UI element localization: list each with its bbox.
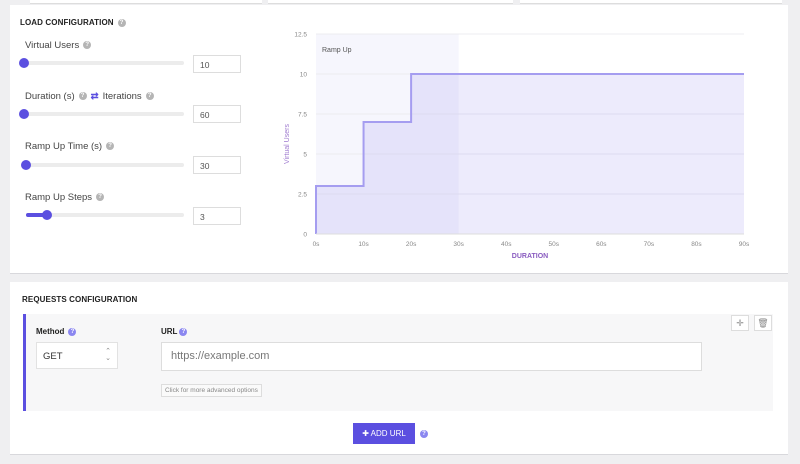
slider-thumb[interactable] bbox=[21, 160, 31, 170]
help-icon[interactable]: ? bbox=[145, 92, 154, 101]
ramp-up-time-label: Ramp Up Time (s)? bbox=[25, 141, 115, 152]
y-tick-label: 5 bbox=[303, 152, 307, 159]
series-area bbox=[316, 74, 744, 234]
requests-configuration-card: REQUESTS CONFIGURATION Method? GET ⌃ ⌄ URL… bbox=[10, 282, 788, 455]
tab-stub bbox=[520, 0, 782, 4]
swap-icon[interactable]: ⇄ bbox=[90, 91, 99, 102]
chevron-updown-icon: ⌃ ⌄ bbox=[105, 348, 111, 362]
button-label: ADD URL bbox=[370, 429, 406, 438]
x-tick-label: 90s bbox=[739, 241, 750, 248]
y-tick-label: 7.5 bbox=[298, 112, 307, 119]
label-text: Ramp Up Steps bbox=[25, 192, 93, 203]
help-icon[interactable]: ? bbox=[78, 92, 87, 101]
load-configuration-card: LOAD CONFIGURATION? Virtual Users? 10 Du… bbox=[10, 5, 788, 274]
slider-fill bbox=[26, 213, 47, 217]
y-tick-label: 10 bbox=[300, 72, 308, 79]
duration-input[interactable]: 60 bbox=[193, 105, 241, 123]
virtual-users-label: Virtual Users? bbox=[25, 40, 92, 51]
help-icon[interactable]: ? bbox=[179, 327, 188, 336]
ramp-up-time-slider[interactable] bbox=[21, 160, 184, 170]
x-tick-label: 80s bbox=[691, 241, 702, 248]
ramp-up-steps-input[interactable]: 3 bbox=[193, 207, 241, 225]
move-icon[interactable]: ✛ bbox=[731, 315, 749, 331]
section-title: REQUESTS CONFIGURATION bbox=[22, 295, 138, 304]
help-icon[interactable]: ? bbox=[117, 18, 126, 27]
ramp-up-steps-label: Ramp Up Steps? bbox=[25, 192, 105, 203]
plus-icon: ✚ bbox=[362, 429, 371, 438]
method-select[interactable]: GET ⌃ ⌄ bbox=[36, 342, 118, 369]
section-title: LOAD CONFIGURATION? bbox=[20, 18, 126, 27]
label-text: URL bbox=[161, 327, 178, 336]
ramp-chart: Ramp Up 0 2.5 5 7.5 10 12.5 0s 10s 20s 30s 40s 50s 60… bbox=[284, 32, 750, 261]
add-url-button[interactable]: ✚ ADD URL bbox=[353, 423, 415, 444]
url-input[interactable]: https://example.com bbox=[161, 342, 702, 371]
help-icon[interactable]: ? bbox=[83, 41, 92, 50]
label-text: Method bbox=[36, 327, 65, 336]
x-tick-label: 50s bbox=[549, 241, 560, 248]
ramp-up-region bbox=[316, 34, 459, 234]
x-tick-label: 0s bbox=[313, 241, 321, 248]
y-tick-label: 0 bbox=[303, 232, 307, 239]
slider-thumb[interactable] bbox=[19, 109, 29, 119]
tab-stub bbox=[30, 0, 262, 4]
label-text: Virtual Users bbox=[25, 40, 80, 51]
help-icon[interactable]: ? bbox=[68, 327, 77, 336]
duration-slider[interactable] bbox=[19, 109, 184, 119]
ramp-up-steps-slider[interactable] bbox=[26, 210, 184, 220]
x-axis-label: DURATION bbox=[512, 253, 548, 260]
tab-stub bbox=[268, 0, 513, 4]
ramp-up-time-input[interactable]: 30 bbox=[193, 156, 241, 174]
method-label: Method? bbox=[36, 327, 77, 336]
y-tick-label: 2.5 bbox=[298, 192, 307, 199]
method-value: GET bbox=[43, 351, 63, 362]
slider-thumb[interactable] bbox=[42, 210, 52, 220]
help-icon[interactable]: ? bbox=[96, 193, 105, 202]
title-text: LOAD CONFIGURATION bbox=[20, 18, 114, 27]
duration-label: Duration (s)? ⇄ Iterations? bbox=[25, 91, 154, 102]
x-tick-label: 60s bbox=[596, 241, 607, 248]
virtual-users-slider[interactable] bbox=[19, 58, 184, 68]
slider-thumb[interactable] bbox=[19, 58, 29, 68]
y-tick-label: 12.5 bbox=[294, 32, 307, 39]
url-label: URL? bbox=[161, 327, 188, 336]
x-tick-label: 20s bbox=[406, 241, 417, 248]
ramp-up-annotation: Ramp Up bbox=[322, 47, 352, 54]
label-text: Duration (s) bbox=[25, 91, 75, 102]
y-axis-label: Virtual Users bbox=[284, 124, 291, 164]
x-tick-label: 10s bbox=[358, 241, 369, 248]
trash-icon[interactable]: 🗑 bbox=[754, 315, 772, 331]
iterations-label[interactable]: Iterations bbox=[102, 91, 142, 102]
help-icon[interactable]: ? bbox=[106, 142, 115, 151]
series-line bbox=[315, 73, 744, 234]
label-text: Ramp Up Time (s) bbox=[25, 141, 103, 152]
x-tick-label: 70s bbox=[644, 241, 655, 248]
advanced-options-button[interactable]: Click for more advanced options bbox=[161, 384, 262, 397]
virtual-users-input[interactable]: 10 bbox=[193, 55, 241, 73]
request-row: Method? GET ⌃ ⌄ URL? https://example.com C… bbox=[23, 314, 773, 411]
x-tick-label: 30s bbox=[453, 241, 464, 248]
help-icon[interactable]: ? bbox=[420, 430, 428, 438]
x-tick-label: 40s bbox=[501, 241, 512, 248]
